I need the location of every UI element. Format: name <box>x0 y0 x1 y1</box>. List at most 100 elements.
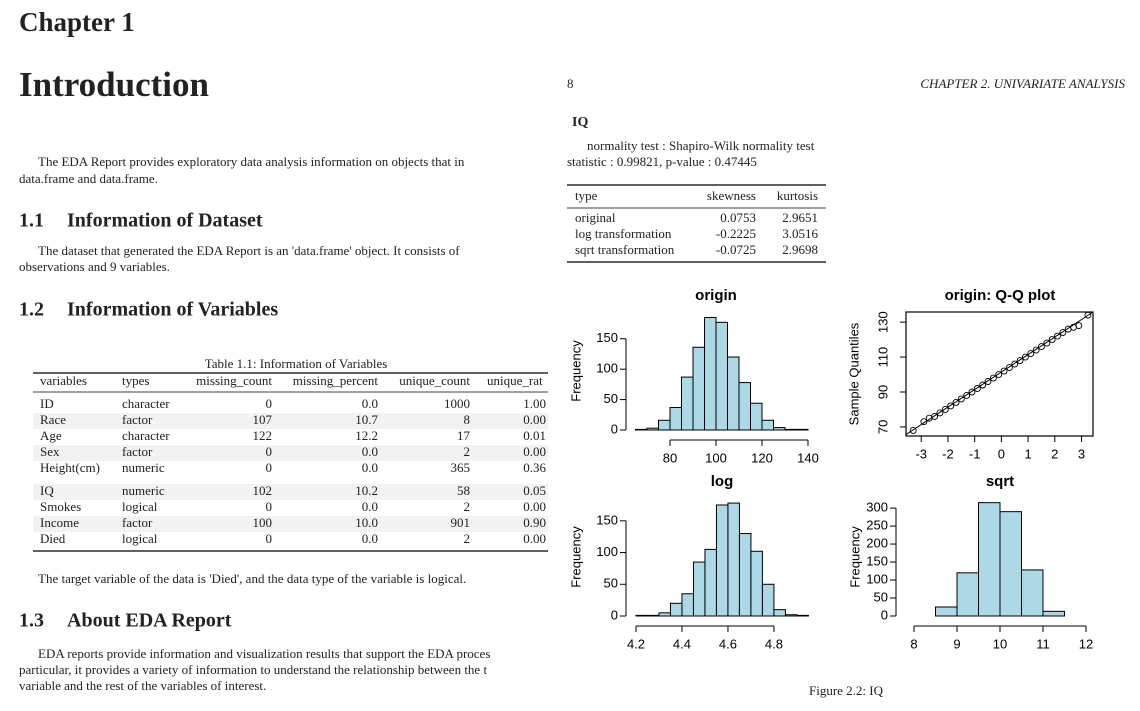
table-cell: factor <box>122 515 153 530</box>
table-cell: 0.05 <box>523 483 546 498</box>
table-cell: Died <box>40 531 66 546</box>
table-cell: 0.0 <box>362 531 378 546</box>
table-cell: 3.0516 <box>782 226 818 241</box>
table-cell: logical <box>122 531 158 546</box>
x-tick-label: -1 <box>969 446 981 461</box>
table-cell: 10.0 <box>355 515 378 530</box>
histogram-bar <box>646 427 659 431</box>
panel-title: origin <box>695 287 737 304</box>
x-tick-label: -3 <box>915 446 927 461</box>
table-header: missing_count <box>196 373 272 388</box>
histogram-bar <box>681 376 694 431</box>
table-cell: 107 <box>253 412 273 427</box>
table-cell: 0.0 <box>362 499 378 514</box>
y-axis-label: Frequency <box>568 526 583 588</box>
y-tick-label: 250 <box>866 517 888 532</box>
histogram-bar <box>761 419 774 431</box>
qq-point <box>920 418 928 426</box>
table-cell: 0.0 <box>362 396 378 411</box>
histogram-bar <box>727 502 740 617</box>
qq-point <box>1016 357 1024 365</box>
histogram-bar <box>692 561 706 617</box>
y-tick-label: 150 <box>596 512 618 527</box>
histogram-bar <box>635 428 648 431</box>
qq-line <box>905 311 1094 436</box>
table-cell: 365 <box>451 460 471 475</box>
chapter: Chapter 1 <box>19 7 135 37</box>
panel-title: origin: Q-Q plot <box>945 287 1056 304</box>
panel-title: sqrt <box>986 473 1014 490</box>
table-cell: 0 <box>266 460 273 475</box>
table-cell: factor <box>122 444 153 459</box>
qq-point <box>1011 360 1019 368</box>
y-tick-label: 0 <box>611 607 618 622</box>
qq-point <box>1059 329 1067 337</box>
histogram-bar <box>796 614 809 617</box>
y-axis-label: Sample Quantiles <box>846 322 861 425</box>
x-tick-label: 12 <box>1079 636 1093 651</box>
x-tick-label: 4.4 <box>673 636 691 651</box>
table-cell: 1.00 <box>523 396 546 411</box>
table-cell: 0.36 <box>523 460 546 475</box>
table-header: type <box>575 188 598 203</box>
x-tick-label: 1 <box>1024 446 1031 461</box>
x-tick-label: -2 <box>942 446 954 461</box>
table-cell: log transformation <box>575 226 672 241</box>
normality-line: statistic : 0.99821, p-value : 0.47445 <box>567 154 757 169</box>
y-tick-label: 110 <box>875 347 890 368</box>
qq-point <box>909 426 917 434</box>
table-cell: 0 <box>266 444 273 459</box>
paragraph-line: observations and 9 variables. <box>19 259 170 274</box>
x-tick-label: 4.8 <box>765 636 783 651</box>
paragraph-line: The EDA Report provides exploratory data… <box>38 154 465 169</box>
table-cell: 1000 <box>444 396 470 411</box>
table-cell: 58 <box>457 483 470 498</box>
paragraph-line: The dataset that generated the EDA Repor… <box>38 243 460 258</box>
y-tick-label: 70 <box>875 420 890 434</box>
table-cell: Income <box>40 515 79 530</box>
heading: IQ <box>572 115 588 130</box>
x-tick-label: 140 <box>797 450 819 465</box>
qq-point <box>1054 332 1061 340</box>
x-tick-label: 2 <box>1051 446 1058 461</box>
y-tick-label: 100 <box>596 544 618 559</box>
qq-point <box>963 392 971 399</box>
table-cell: -0.2225 <box>716 226 756 241</box>
histogram-bar <box>773 609 786 617</box>
histogram-bar <box>715 321 728 431</box>
table-caption: Table 1.1: Information of Variables <box>205 356 388 371</box>
y-tick-label: 150 <box>596 330 618 345</box>
table-cell: factor <box>122 412 153 427</box>
histogram-bar <box>646 614 660 617</box>
table-cell: character <box>122 428 170 443</box>
histogram-bar <box>784 614 798 617</box>
qq-point <box>1005 364 1013 371</box>
x-tick-label: 9 <box>953 636 960 651</box>
x-tick-label: 100 <box>705 450 727 465</box>
table-cell: 0 <box>266 396 273 411</box>
paragraph-line: variable and the rest of the variables o… <box>19 678 266 693</box>
table-cell: 12.2 <box>355 428 378 443</box>
table-cell: 2.9698 <box>782 242 818 257</box>
qq-point <box>1084 311 1092 319</box>
qq-point <box>1043 339 1051 347</box>
histogram-bar <box>796 428 809 431</box>
table-header: types <box>122 373 149 388</box>
table-cell: 0.90 <box>523 515 546 530</box>
section-number: 1.2 <box>19 299 44 321</box>
table-cell: 0.00 <box>523 531 546 546</box>
table-cell: numeric <box>122 483 165 498</box>
qq-point <box>1000 367 1008 375</box>
x-tick-label: 0 <box>998 446 1005 461</box>
row-stripe <box>33 484 548 500</box>
x-tick-label: 120 <box>751 450 773 465</box>
x-tick-label: 10 <box>993 636 1007 651</box>
table-cell: 0.00 <box>523 412 546 427</box>
section-number: 1.1 <box>19 210 44 232</box>
y-axis-label: Frequency <box>847 526 862 588</box>
table-header: unique_rat <box>487 373 543 388</box>
histogram-bar <box>784 428 797 431</box>
qq-point <box>1032 346 1040 354</box>
qq-point <box>952 399 960 406</box>
qq-point <box>1021 353 1029 361</box>
